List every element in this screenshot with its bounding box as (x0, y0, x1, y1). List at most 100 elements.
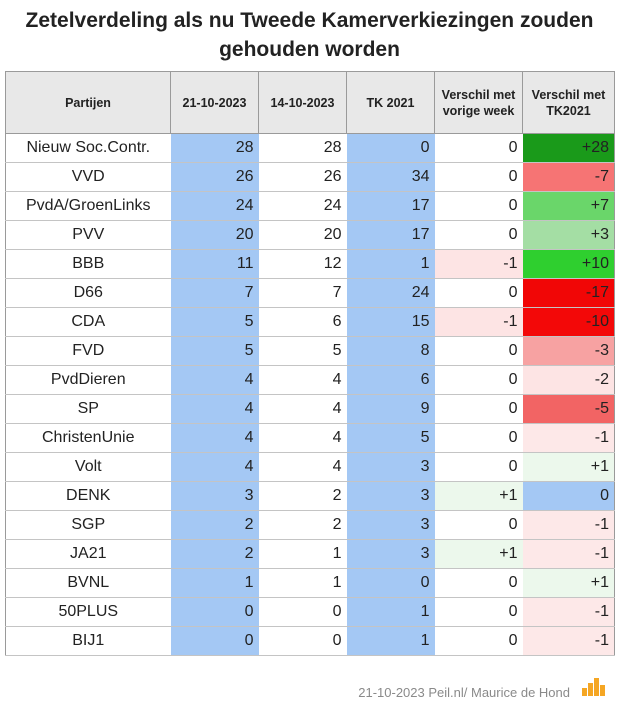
col-header-diff-week: Verschil met vorige week (434, 71, 523, 134)
table-row: FVD 5 5 8 0 -3 (5, 336, 615, 366)
cell-party: D66 (5, 278, 171, 308)
table-row: BVNL 1 1 0 0 +1 (5, 568, 615, 598)
cell-current: 5 (170, 336, 259, 366)
table-row: DENK 3 2 3 +1 0 (5, 481, 615, 511)
cell-tk2021: 0 (346, 568, 435, 598)
cell-party: VVD (5, 162, 171, 192)
cell-diff-week: 0 (434, 336, 523, 366)
cell-tk2021: 3 (346, 539, 435, 569)
cell-diff-week: 0 (434, 162, 523, 192)
cell-previous: 2 (258, 481, 347, 511)
cell-diff-tk: -17 (522, 278, 615, 308)
cell-diff-tk: -1 (522, 423, 615, 453)
col-header-diff-tk: Verschil met TK2021 (522, 71, 615, 134)
cell-diff-tk: +28 (522, 133, 615, 163)
cell-diff-week: 0 (434, 510, 523, 540)
cell-previous: 28 (258, 133, 347, 163)
cell-tk2021: 1 (346, 597, 435, 627)
cell-diff-week: 0 (434, 568, 523, 598)
cell-diff-tk: +1 (522, 452, 615, 482)
cell-current: 5 (170, 307, 259, 337)
cell-party: BIJ1 (5, 626, 171, 656)
table-row: SP 4 4 9 0 -5 (5, 394, 615, 424)
seat-table: Partijen 21-10-2023 14-10-2023 TK 2021 V… (5, 71, 615, 656)
cell-diff-tk: -10 (522, 307, 615, 337)
cell-diff-tk: -1 (522, 510, 615, 540)
cell-current: 2 (170, 539, 259, 569)
cell-diff-week: +1 (434, 539, 523, 569)
cell-diff-week: 0 (434, 626, 523, 656)
cell-current: 2 (170, 510, 259, 540)
cell-previous: 5 (258, 336, 347, 366)
cell-diff-tk: -1 (522, 597, 615, 627)
cell-previous: 26 (258, 162, 347, 192)
cell-current: 3 (170, 481, 259, 511)
cell-tk2021: 1 (346, 249, 435, 279)
cell-party: SP (5, 394, 171, 424)
cell-diff-week: 0 (434, 220, 523, 250)
cell-diff-tk: -2 (522, 365, 615, 395)
cell-diff-week: 0 (434, 394, 523, 424)
cell-current: 4 (170, 394, 259, 424)
cell-previous: 1 (258, 568, 347, 598)
cell-current: 4 (170, 452, 259, 482)
cell-diff-tk: -5 (522, 394, 615, 424)
cell-previous: 4 (258, 452, 347, 482)
table-row: D66 7 7 24 0 -17 (5, 278, 615, 308)
cell-tk2021: 3 (346, 481, 435, 511)
cell-tk2021: 8 (346, 336, 435, 366)
cell-diff-tk: +7 (522, 191, 615, 221)
table-row: CDA 5 6 15 -1 -10 (5, 307, 615, 337)
cell-party: BVNL (5, 568, 171, 598)
cell-party: PvdDieren (5, 365, 171, 395)
cell-diff-week: -1 (434, 307, 523, 337)
cell-tk2021: 9 (346, 394, 435, 424)
cell-current: 7 (170, 278, 259, 308)
cell-tk2021: 17 (346, 220, 435, 250)
cell-tk2021: 0 (346, 133, 435, 163)
cell-party: PvdA/GroenLinks (5, 191, 171, 221)
cell-current: 4 (170, 365, 259, 395)
cell-tk2021: 15 (346, 307, 435, 337)
cell-diff-tk: +10 (522, 249, 615, 279)
cell-current: 20 (170, 220, 259, 250)
cell-tk2021: 1 (346, 626, 435, 656)
cell-diff-week: 0 (434, 365, 523, 395)
cell-current: 26 (170, 162, 259, 192)
cell-previous: 7 (258, 278, 347, 308)
table-body: Nieuw Soc.Contr. 28 28 0 0 +28 VVD 26 26 34 0 -7 Pvd… (5, 133, 615, 656)
header-row: Partijen 21-10-2023 14-10-2023 TK 2021 V… (5, 71, 615, 134)
cell-tk2021: 6 (346, 365, 435, 395)
cell-previous: 2 (258, 510, 347, 540)
cell-previous: 0 (258, 626, 347, 656)
cell-diff-tk: -1 (522, 539, 615, 569)
col-header-current: 21-10-2023 (170, 71, 259, 134)
cell-current: 0 (170, 597, 259, 627)
cell-tk2021: 3 (346, 452, 435, 482)
table-row: PVV 20 20 17 0 +3 (5, 220, 615, 250)
cell-current: 11 (170, 249, 259, 279)
cell-diff-tk: -7 (522, 162, 615, 192)
chart-title: Zetelverdeling als nu Tweede Kamerverkie… (25, 9, 594, 61)
cell-party: Volt (5, 452, 171, 482)
peil-logo (582, 678, 605, 696)
cell-diff-tk: 0 (522, 481, 615, 511)
cell-party: 50PLUS (5, 597, 171, 627)
table-row: BIJ1 0 0 1 0 -1 (5, 626, 615, 656)
source-credit: 21-10-2023 Peil.nl/ Maurice de Hond (358, 685, 570, 700)
cell-diff-tk: +1 (522, 568, 615, 598)
cell-current: 24 (170, 191, 259, 221)
cell-tk2021: 5 (346, 423, 435, 453)
cell-tk2021: 34 (346, 162, 435, 192)
cell-diff-week: +1 (434, 481, 523, 511)
cell-diff-week: 0 (434, 278, 523, 308)
cell-diff-week: 0 (434, 597, 523, 627)
cell-diff-week: 0 (434, 423, 523, 453)
col-header-previous: 14-10-2023 (258, 71, 347, 134)
cell-party: Nieuw Soc.Contr. (5, 133, 171, 163)
cell-diff-week: 0 (434, 133, 523, 163)
cell-previous: 20 (258, 220, 347, 250)
cell-current: 1 (170, 568, 259, 598)
cell-party: CDA (5, 307, 171, 337)
col-header-tk2021: TK 2021 (346, 71, 435, 134)
